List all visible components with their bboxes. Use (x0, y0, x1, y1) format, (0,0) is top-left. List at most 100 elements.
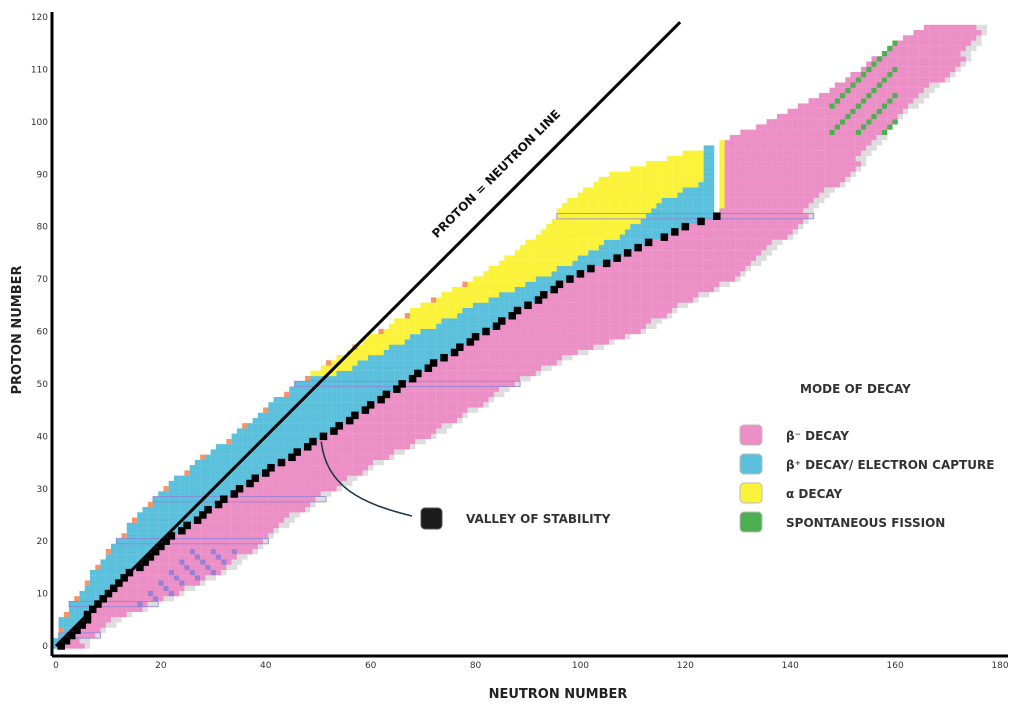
nuclide-cell-beta-plus (362, 370, 369, 377)
nuclide-cell-beta-minus (929, 77, 935, 83)
nuclide-cell-beta-minus (635, 313, 641, 319)
nuclide-cell-beta-minus (682, 260, 689, 267)
nuclide-cell-beta-minus (908, 45, 914, 52)
nuclide-cell-beta-minus (305, 501, 311, 508)
nuclide-cell-beta-minus (278, 501, 285, 508)
nuclide-cell-beta-minus (210, 512, 217, 518)
nuclide-cell-beta-minus (787, 150, 793, 156)
nuclide-cell-beta-minus (520, 334, 526, 340)
nuclide-cell-beta-plus (121, 538, 127, 544)
nuclide-cell-unknown (100, 627, 106, 633)
nuclide-cell-beta-minus (399, 438, 405, 445)
nuclide-cell-beta-minus (839, 161, 846, 167)
nuclide-cell-alpha (666, 166, 673, 172)
nuclide-cell-beta-plus (409, 334, 416, 340)
nuclide-cell-beta-plus (163, 528, 169, 534)
nuclide-cell-beta-minus (824, 140, 830, 146)
nuclide-cell-beta-minus (273, 470, 279, 476)
nuclide-cell-beta-minus (598, 286, 605, 293)
nuclide-cell-beta-plus (252, 459, 258, 466)
nuclide-cell-beta-minus (315, 470, 321, 476)
nuclide-cell-unknown (420, 438, 426, 445)
nuclide-cell-beta-plus (147, 512, 154, 518)
nuclide-cell-alpha (588, 239, 594, 246)
nuclide-cell-beta-minus (472, 360, 479, 366)
nuclide-cell-alpha (682, 182, 689, 188)
nuclide-cell-beta-minus (955, 35, 961, 41)
nuclide-cell-beta-minus (326, 444, 332, 450)
nuclide-cell-beta-plus (131, 554, 138, 560)
nuclide-cell-beta-minus (273, 522, 279, 529)
nuclide-cell-alpha (562, 229, 568, 235)
nuclide-cell-beta-plus (242, 438, 248, 445)
nuclide-cell-beta-minus (782, 129, 788, 135)
nuclide-cell-alpha (598, 203, 605, 209)
nuclide-cell-beta-plus (231, 438, 237, 445)
stable-nuclide-cell (146, 553, 155, 561)
nuclide-cell-alpha (583, 187, 589, 193)
nuclide-cell-alpha (672, 176, 678, 183)
nuclide-cell-beta-minus (509, 376, 515, 382)
nuclide-cell-beta-minus (598, 313, 605, 319)
nuclide-cell-alpha (551, 260, 557, 267)
nuclide-cell-beta-plus (703, 150, 709, 156)
nuclide-cell-beta-minus (231, 496, 237, 502)
nuclide-cell-beta-minus (383, 412, 390, 419)
nuclide-cell-beta-minus (105, 617, 112, 623)
nuclide-cell-beta-plus (111, 559, 117, 565)
stable-nuclide-cell (235, 485, 244, 493)
nuclide-cell-alpha (499, 281, 505, 287)
nuclide-cell-alpha (567, 218, 573, 225)
nuclide-cell-beta-plus (126, 554, 133, 560)
nuclide-cell-beta-minus (745, 155, 751, 162)
nuclide-cell-beta-minus (845, 171, 851, 177)
nuclide-cell-beta-plus (341, 417, 348, 424)
nuclide-cell-beta-minus (735, 145, 741, 151)
nuclide-cell-beta-minus (913, 45, 919, 52)
nuclide-cell-beta-minus (855, 161, 862, 167)
nuclide-cell-beta-plus (305, 396, 311, 403)
nuclide-cell-unknown (268, 533, 274, 539)
nuclide-cell-beta-minus (965, 35, 972, 41)
nuclide-cell-beta-minus (551, 318, 557, 324)
nuclide-cell-alpha (541, 255, 547, 261)
nuclide-cell-beta-plus (357, 407, 363, 413)
nuclide-cell-unknown (792, 229, 799, 235)
nuclide-cell-alpha (656, 187, 662, 193)
nuclide-cell-beta-plus (310, 412, 316, 419)
nuclide-cell-alpha (693, 166, 699, 172)
nuclide-cell-alpha (535, 271, 542, 277)
nuclide-cell-beta-minus (897, 103, 904, 109)
nuclide-cell-beta-plus (131, 543, 138, 550)
nuclide-cell-beta-minus (535, 365, 542, 371)
nuclide-cell-beta-minus (394, 407, 400, 413)
nuclide-cell-beta-minus (761, 124, 767, 130)
nuclide-cell-beta-minus (221, 512, 227, 518)
nuclide-cell-unknown (955, 66, 961, 73)
nuclide-cell-beta-minus (750, 213, 757, 219)
nuclide-cell-beta-minus (263, 522, 269, 529)
nuclide-cell-beta-minus (771, 171, 778, 177)
nuclide-cell-beta-minus (829, 171, 835, 177)
nuclide-cell-beta-plus (367, 360, 374, 366)
nuclide-cell-alpha (661, 182, 668, 188)
nuclide-cell-beta-minus (682, 271, 689, 277)
nuclide-cell-beta-plus (388, 376, 395, 382)
nuclide-cell-beta-minus (299, 459, 306, 466)
nuclide-cell-beta-plus (257, 454, 264, 460)
y-axis-title: PROTON NUMBER (10, 265, 25, 394)
nuclide-cell-beta-minus (714, 260, 720, 267)
nuclide-cell-alpha (520, 244, 526, 251)
nuclide-cell-beta-plus (189, 470, 196, 476)
nuclide-cell-beta-minus (446, 381, 453, 387)
nuclide-cell-beta-minus (583, 276, 589, 282)
nuclide-cell-beta-minus (488, 381, 494, 387)
nuclide-cell-alpha (425, 323, 432, 329)
nuclide-cell-neutron-emission (210, 569, 217, 576)
nuclide-cell-beta-minus (425, 370, 432, 377)
nuclide-cell-beta-minus (756, 129, 762, 135)
nuclide-cell-beta-minus (367, 423, 374, 429)
nuclide-cell-alpha (640, 176, 647, 183)
nuclide-cell-beta-minus (656, 271, 662, 277)
nuclide-cell-alpha (572, 244, 578, 251)
